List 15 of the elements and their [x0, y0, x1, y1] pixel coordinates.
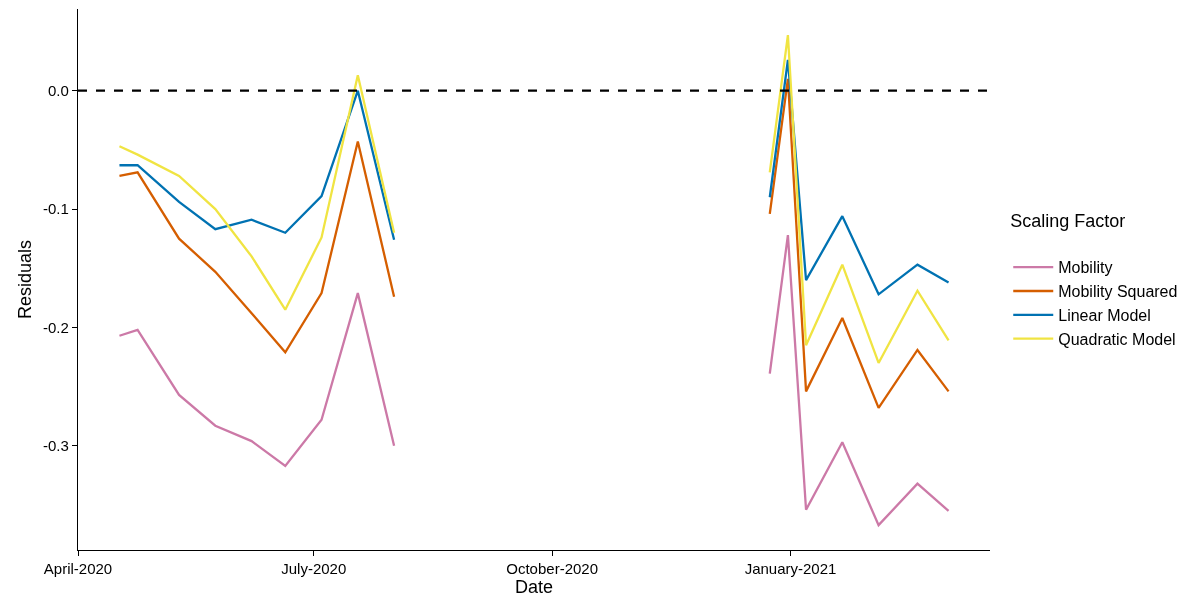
legend-label: Linear Model — [1058, 307, 1151, 325]
y-axis-title: Residuals — [15, 239, 36, 320]
legend-label: Quadratic Model — [1058, 330, 1176, 348]
y-tick-label: -0.1 — [43, 200, 69, 218]
x-tick-label: January-2021 — [744, 560, 837, 578]
y-tick-label: -0.2 — [43, 318, 69, 336]
x-tick-label: April-2020 — [43, 560, 113, 578]
legend-label: Mobility Squared — [1058, 283, 1178, 301]
y-tick-label: -0.3 — [43, 437, 69, 455]
y-tick-label: 0.0 — [48, 81, 69, 99]
x-tick-label: July-2020 — [281, 560, 347, 578]
legend-title: Scaling Factor — [1010, 210, 1126, 231]
x-tick-label: October-2020 — [506, 560, 599, 578]
legend-label: Mobility — [1058, 259, 1113, 277]
x-axis-title: Date — [514, 577, 554, 598]
